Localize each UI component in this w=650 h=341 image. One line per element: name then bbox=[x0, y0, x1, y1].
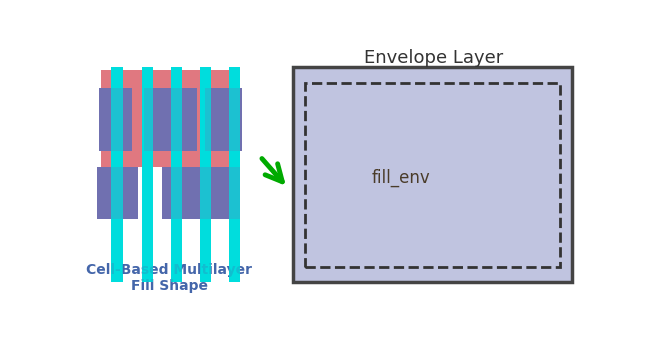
Bar bbox=[162, 167, 240, 220]
Bar bbox=[112, 67, 123, 282]
Bar bbox=[200, 67, 211, 282]
Bar bbox=[171, 67, 182, 282]
Bar bbox=[144, 88, 197, 151]
Bar bbox=[205, 88, 242, 151]
Bar bbox=[112, 67, 123, 282]
Bar bbox=[142, 67, 153, 282]
Bar bbox=[229, 67, 240, 282]
Bar bbox=[200, 67, 211, 282]
Text: fill_env: fill_env bbox=[372, 168, 430, 187]
Text: Cell-Based Multilayer
Fill Shape: Cell-Based Multilayer Fill Shape bbox=[86, 263, 252, 293]
Bar bbox=[306, 83, 560, 267]
Bar bbox=[229, 67, 240, 282]
Text: Envelope Layer: Envelope Layer bbox=[364, 49, 504, 67]
Bar bbox=[171, 67, 182, 282]
Bar bbox=[99, 88, 131, 151]
Bar bbox=[98, 167, 138, 220]
Bar bbox=[292, 67, 573, 282]
Bar bbox=[101, 70, 237, 167]
Bar bbox=[142, 67, 153, 282]
